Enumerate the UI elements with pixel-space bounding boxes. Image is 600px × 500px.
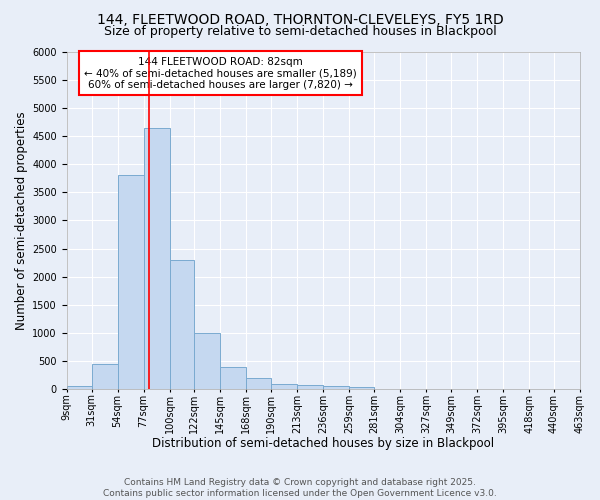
Bar xyxy=(92,364,118,390)
Bar xyxy=(323,386,349,390)
Bar xyxy=(271,384,298,390)
Bar xyxy=(170,260,194,390)
Text: 144 FLEETWOOD ROAD: 82sqm
← 40% of semi-detached houses are smaller (5,189)
60% : 144 FLEETWOOD ROAD: 82sqm ← 40% of semi-… xyxy=(84,56,357,90)
Bar xyxy=(247,378,271,390)
Bar xyxy=(194,333,220,390)
Bar xyxy=(298,385,323,390)
Bar xyxy=(143,128,170,390)
Y-axis label: Number of semi-detached properties: Number of semi-detached properties xyxy=(15,111,28,330)
Text: 144, FLEETWOOD ROAD, THORNTON-CLEVELEYS, FY5 1RD: 144, FLEETWOOD ROAD, THORNTON-CLEVELEYS,… xyxy=(97,12,503,26)
Bar xyxy=(349,387,374,390)
Text: Contains HM Land Registry data © Crown copyright and database right 2025.
Contai: Contains HM Land Registry data © Crown c… xyxy=(103,478,497,498)
Bar xyxy=(220,367,247,390)
Bar xyxy=(67,386,92,390)
Bar xyxy=(118,176,143,390)
X-axis label: Distribution of semi-detached houses by size in Blackpool: Distribution of semi-detached houses by … xyxy=(152,437,494,450)
Text: Size of property relative to semi-detached houses in Blackpool: Size of property relative to semi-detach… xyxy=(104,25,496,38)
